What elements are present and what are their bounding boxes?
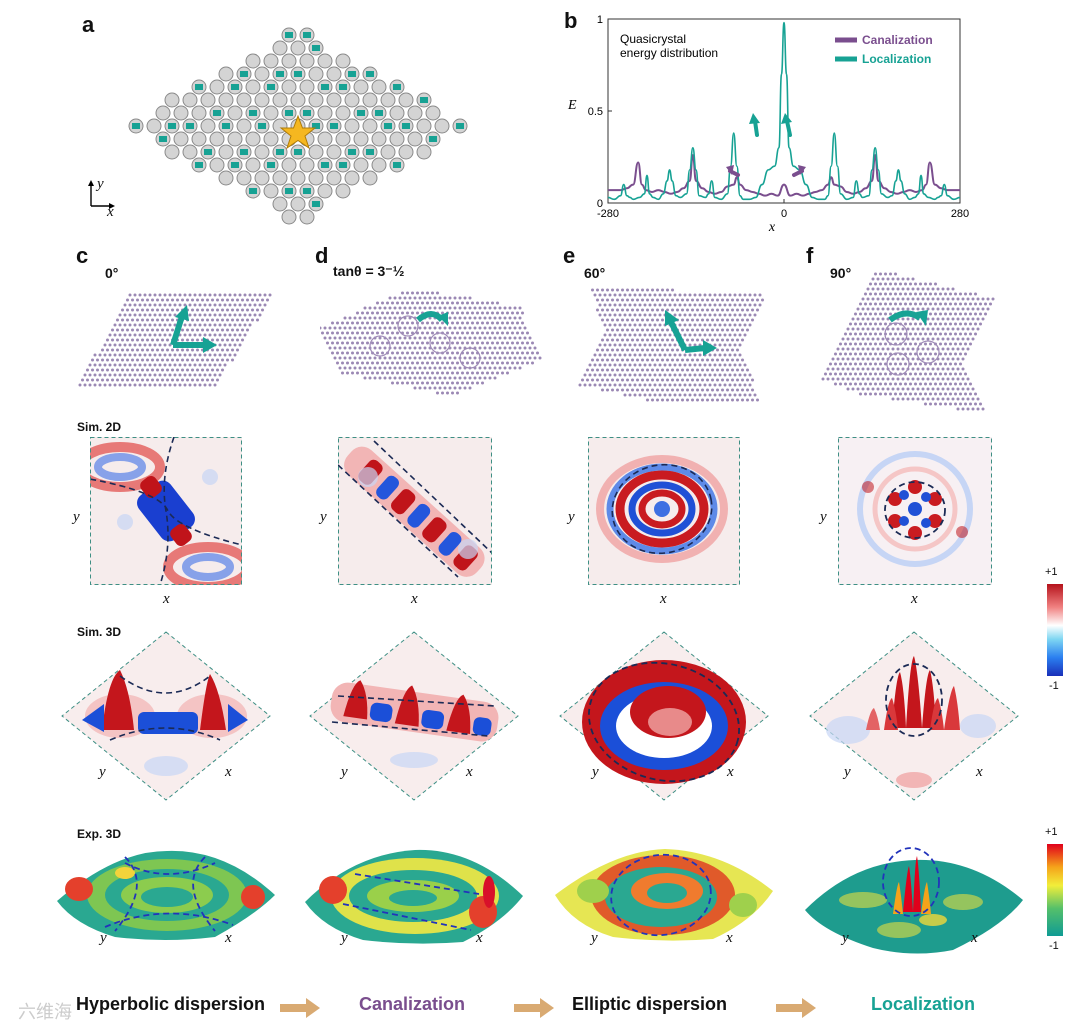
x-tick-label: -280 (597, 208, 619, 220)
panel-letter-d: d (315, 243, 329, 268)
colorbar-exp (1047, 844, 1063, 936)
colorbar-sim-min: -1 (1049, 680, 1059, 692)
row-label-exp3d: Exp. 3D (77, 827, 122, 841)
sim2d-f-axis-x: x (911, 591, 918, 607)
angle-label-d: tanθ = 3⁻½ (333, 263, 405, 279)
sim2d-hyperbolic (90, 437, 242, 585)
sim2d-f-axis-y: y (820, 509, 827, 525)
arrow-right-icon (280, 998, 320, 1018)
sim3d-d-axis-y: y (341, 764, 348, 780)
colorbar-sim-max: +1 (1045, 566, 1058, 578)
row-label-sim2d: Sim. 2D (77, 420, 122, 434)
y-axis-label: E (567, 98, 577, 113)
y-tick-label: 0 (597, 198, 603, 210)
sim2d-canalization (338, 437, 492, 585)
lattice-orientation-60deg (578, 288, 764, 402)
sim3d-e-axis-y: y (592, 764, 599, 780)
rotation-arrow-icon (665, 310, 717, 356)
sim2d-c-axis-y: y (73, 509, 80, 525)
watermark: 六维海 (18, 1002, 72, 1023)
star-marker-icon (279, 114, 317, 150)
quasicrystal-lattice-illustration (128, 27, 468, 225)
lattice-orientation-90deg (821, 272, 995, 411)
exp3d-e-axis-x: x (726, 930, 733, 946)
lattice-orientation-0deg (78, 293, 272, 387)
annotation-arrows (726, 113, 806, 177)
sim3d-localization (809, 631, 1019, 801)
y-tick-label: 1 (597, 14, 603, 26)
label-elliptic-dispersion: Elliptic dispersion (572, 994, 728, 1014)
y-tick-label: 0.5 (588, 106, 603, 118)
x-axis-label: x (768, 220, 776, 235)
arrow-right-icon (776, 998, 816, 1018)
panel-a-axis-y: y (97, 176, 104, 192)
panel-letter-b: b (564, 8, 578, 33)
x-tick-label: 0 (781, 208, 787, 220)
exp3d-localization (805, 847, 1023, 954)
series-line-canalization (608, 154, 960, 197)
exp3d-c-axis-y: y (100, 930, 107, 946)
sim2d-localization (838, 437, 992, 585)
colorbar-exp-max: +1 (1045, 826, 1058, 838)
label-localization: Localization (871, 994, 976, 1014)
chart-frame (607, 18, 961, 204)
exp3d-elliptic (555, 849, 773, 941)
sim2d-e-axis-y: y (568, 509, 575, 525)
rotation-arrow-icon (170, 305, 217, 353)
sim3d-d-axis-x: x (466, 764, 473, 780)
exp3d-f-axis-x: x (971, 930, 978, 946)
chart-title-line2: energy distribution (620, 46, 718, 60)
panel-letter-f: f (806, 243, 814, 268)
exp3d-e-axis-y: y (591, 930, 598, 946)
sim3d-elliptic (559, 631, 769, 801)
sim3d-c-axis-x: x (225, 764, 232, 780)
sim3d-hyperbolic (61, 631, 271, 801)
legend-canalization: Canalization (862, 33, 933, 47)
sim2d-e-axis-x: x (660, 591, 667, 607)
label-canalization: Canalization (359, 994, 466, 1014)
rotation-arrow-icon (888, 310, 922, 323)
label-hyperbolic-dispersion: Hyperbolic dispersion (76, 994, 266, 1014)
exp3d-canalization (305, 849, 523, 944)
sim3d-canalization (309, 631, 519, 801)
sim3d-f-axis-x: x (976, 764, 983, 780)
sim3d-f-axis-y: y (844, 764, 851, 780)
sim3d-c-axis-y: y (99, 764, 106, 780)
exp3d-d-axis-x: x (476, 930, 483, 946)
sim3d-e-axis-x: x (727, 764, 734, 780)
legend-localization: Localization (862, 52, 931, 66)
lattice-orientation-tan (320, 291, 542, 395)
colorbar-sim (1047, 584, 1063, 676)
angle-label-c: 0° (105, 265, 119, 281)
sim2d-d-axis-y: y (320, 509, 327, 525)
sim2d-d-axis-x: x (411, 591, 418, 607)
panel-letter-a: a (82, 12, 95, 37)
xy-axes-icon (88, 180, 115, 209)
series-line-localization (607, 21, 961, 201)
exp3d-f-axis-y: y (842, 930, 849, 946)
exp3d-c-axis-x: x (225, 930, 232, 946)
sim2d-c-axis-x: x (163, 591, 170, 607)
sim2d-elliptic (588, 437, 740, 585)
arrow-right-icon (514, 998, 554, 1018)
exp3d-d-axis-y: y (341, 930, 348, 946)
chart-legend: Canalization Localization (835, 33, 933, 66)
chart-title-line1: Quasicrystal (620, 32, 686, 46)
panel-letter-e: e (563, 243, 576, 268)
angle-label-e: 60° (584, 265, 606, 281)
row-label-sim3d: Sim. 3D (77, 625, 122, 639)
panel-a-axis-x: x (107, 204, 114, 220)
x-tick-label: 280 (951, 208, 969, 220)
panel-letter-c: c (76, 243, 89, 268)
colorbar-exp-min: -1 (1049, 940, 1059, 952)
angle-label-f: 90° (830, 265, 852, 281)
exp3d-hyperbolic (57, 850, 275, 940)
